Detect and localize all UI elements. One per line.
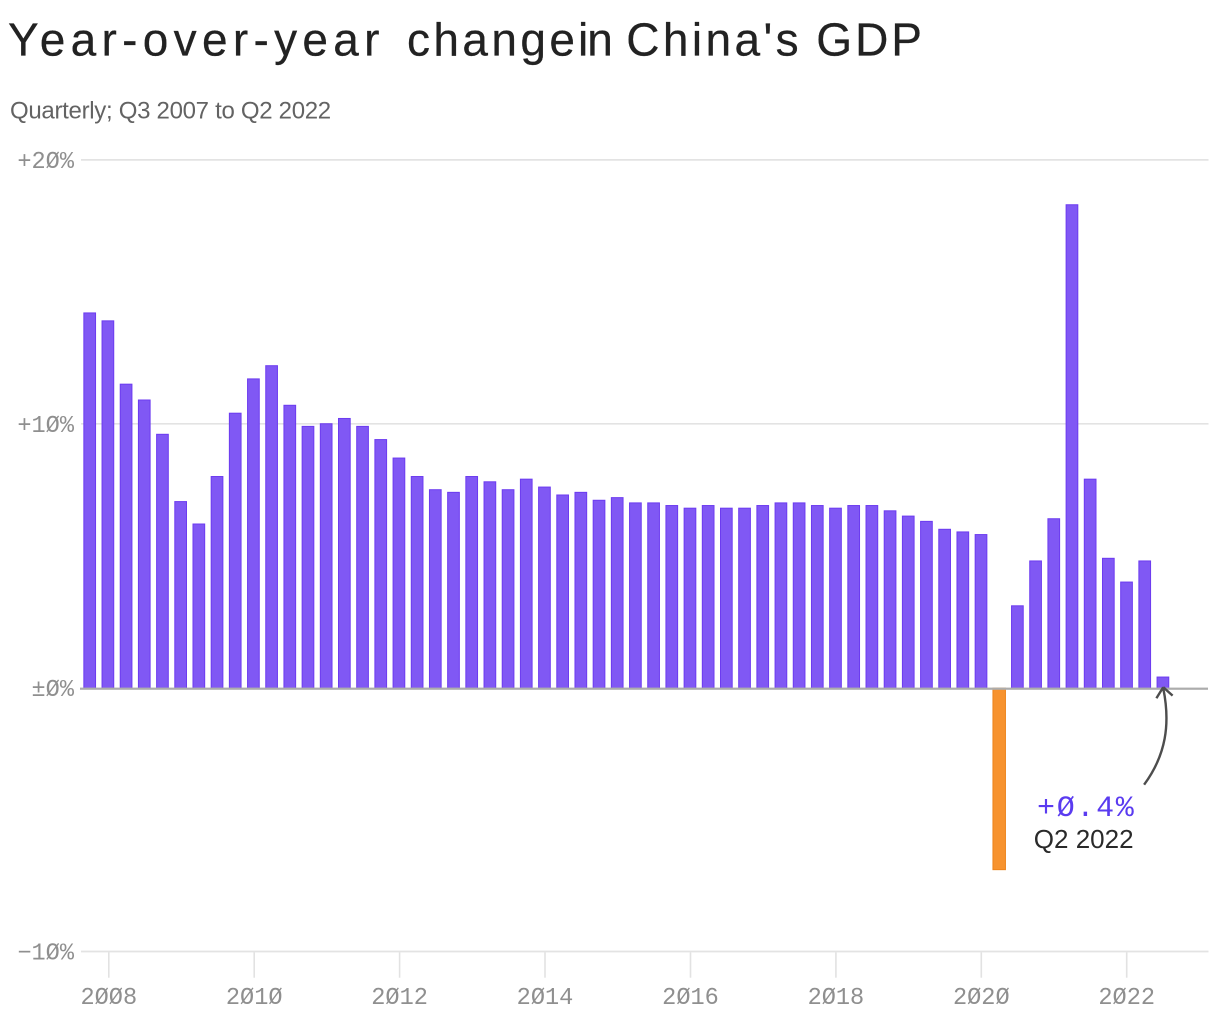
svg-text:+2Ø%: +2Ø%: [17, 149, 74, 176]
svg-text:2Ø12: 2Ø12: [371, 985, 428, 1012]
svg-text:2ØØ8: 2ØØ8: [80, 985, 137, 1012]
svg-text:±Ø%: ±Ø%: [32, 677, 75, 704]
svg-text:Quarterly; Q3 2007 to Q2 2022: Quarterly; Q3 2007 to Q2 2022: [10, 97, 331, 124]
svg-text:2Ø1Ø: 2Ø1Ø: [226, 985, 283, 1012]
svg-text:Q2 2022: Q2 2022: [1034, 824, 1134, 854]
svg-text:2Ø14: 2Ø14: [517, 985, 574, 1012]
svg-text:2Ø18: 2Ø18: [808, 985, 865, 1012]
svg-text:+1Ø%: +1Ø%: [17, 413, 74, 440]
svg-text:2Ø16: 2Ø16: [662, 985, 719, 1012]
svg-text:2Ø2Ø: 2Ø2Ø: [953, 985, 1010, 1012]
svg-text:2Ø22: 2Ø22: [1098, 985, 1155, 1012]
svg-text:+Ø.4%: +Ø.4%: [1037, 792, 1136, 826]
svg-text:−1Ø%: −1Ø%: [17, 941, 74, 968]
